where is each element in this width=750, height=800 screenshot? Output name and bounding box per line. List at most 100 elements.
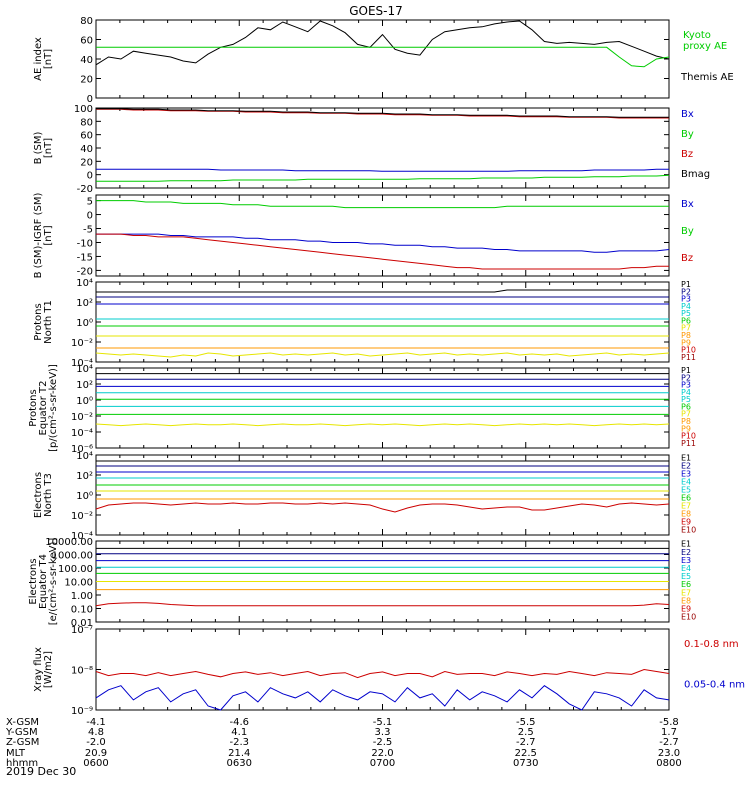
series-line-kyoto-proxy-ae (96, 46, 670, 68)
y-axis-label: AE index (33, 37, 44, 81)
y-tick-label: -20 (77, 266, 93, 277)
series-line-by (96, 200, 669, 209)
y-axis-label: Electrons (33, 472, 44, 518)
legend-entry: Kyoto (683, 30, 711, 41)
series-line-themis-ae (95, 20, 670, 66)
y-tick-label: 40 (80, 144, 93, 155)
ephemeris-value: 20.9 (85, 748, 107, 759)
y-tick-label: 10⁴ (76, 364, 93, 375)
y-tick-label: 10⁻² (71, 412, 93, 423)
series-line-e9 (95, 502, 670, 513)
y-tick-label: 10⁰ (76, 396, 93, 407)
ephemeris-value: -5.8 (659, 717, 679, 728)
ephemeris-value: -2.7 (516, 737, 536, 748)
panel-elec_e: 0.01 0.10 1.00 10.00 100.00 1000.00 10000.00 El… (28, 537, 696, 629)
date-label: 2019 Dec 30 (6, 765, 76, 778)
y-tick-label: 10⁻⁴ (71, 358, 93, 369)
legend-entry: P5 (681, 309, 691, 318)
y-axis-label: Protons (33, 303, 44, 340)
legend-entry: P8 (681, 331, 691, 340)
ephemeris-value: 0700 (370, 758, 395, 769)
legend-entry: P1 (681, 366, 691, 375)
y-tick-label: 10² (76, 471, 93, 482)
legend-entry: P9 (681, 424, 691, 433)
legend-entry: P7 (681, 410, 691, 419)
y-tick-label: 10000.00 (45, 537, 93, 548)
legend-entry: P4 (681, 302, 691, 311)
legend-entry: By (681, 226, 694, 237)
legend-entry: E1 (681, 454, 691, 463)
legend-entry: 0.05-0.4 nm (684, 680, 745, 691)
legend-entry: E7 (681, 588, 691, 597)
legend-entry: Themis AE (680, 72, 734, 83)
legend-entry: P7 (681, 324, 691, 333)
legend-entry: P11 (681, 439, 696, 448)
ephemeris-value: -5.5 (516, 717, 536, 728)
y-axis-label: [nT] (43, 49, 54, 69)
ephemeris-row-label: Z-GSM (6, 737, 39, 748)
ephemeris-value: 0800 (656, 758, 681, 769)
y-tick-label: 10⁻⁴ (71, 531, 93, 542)
y-tick-label: 60 (80, 36, 93, 47)
legend-entry: E4 (681, 478, 691, 487)
y-axis-label: [W/m2] (43, 651, 54, 688)
ephemeris-value: -2.7 (659, 737, 679, 748)
legend-entry: E9 (681, 604, 691, 613)
ephemeris-row-label: Y-GSM (5, 727, 38, 738)
panel-bigrf: -20 -15 -10 -5 0 5 B (SM)-IGRF (SM) [nT] Bx By Bz (33, 193, 694, 279)
y-axis-label: Equator T4 (38, 554, 49, 609)
legend-entry: E6 (681, 494, 691, 503)
ephemeris-value: 0630 (227, 758, 252, 769)
y-tick-label: 20 (80, 157, 93, 168)
legend-entry: E5 (681, 486, 691, 495)
ephemeris-value: 0600 (83, 758, 108, 769)
ephemeris-value: 4.8 (88, 727, 104, 738)
legend-entry: Bx (681, 109, 694, 120)
legend-entry: Bz (681, 149, 693, 160)
y-tick-label: 10⁻⁸ (71, 666, 93, 677)
y-tick-label: -20 (77, 184, 93, 195)
legend-entry: Bx (681, 199, 694, 210)
ephemeris-value: 0730 (513, 758, 538, 769)
series-line-0-05-0-4-nm (95, 685, 670, 711)
y-tick-label: 0 (87, 171, 93, 182)
y-tick-label: 0 (87, 94, 93, 105)
legend-entry: P3 (681, 295, 691, 304)
y-tick-label: 10² (76, 298, 93, 309)
y-axis-label: [nT] (43, 138, 54, 158)
panel-bsm: -20 0 20 40 60 80 100 B (SM) [nT] Bx By Bz Bmag (33, 104, 710, 195)
series-line-p1 (96, 289, 669, 293)
y-tick-label: 60 (80, 131, 93, 142)
panel-frame (95, 454, 670, 536)
y-tick-label: 100 (74, 104, 93, 115)
panel-frame (95, 19, 670, 99)
y-axis-label: North T3 (43, 473, 54, 517)
y-tick-label: 0 (87, 211, 93, 222)
y-tick-label: 10⁻⁴ (71, 428, 93, 439)
legend-entry: E2 (681, 548, 691, 557)
series-line-bmag (96, 108, 669, 118)
ephemeris-value: 22.5 (515, 748, 537, 759)
legend-entry: P3 (681, 381, 691, 390)
legend-entry: P5 (681, 395, 691, 404)
legend-entry: Bmag (681, 169, 710, 180)
panel-frame (95, 281, 670, 363)
legend-entry: E10 (681, 613, 696, 622)
legend-entry: E8 (681, 596, 691, 605)
ephemeris-row-label: X-GSM (6, 717, 39, 728)
y-axis-label: Xray flux (33, 647, 44, 692)
legend-entry: Bz (681, 253, 693, 264)
panel-frame (95, 628, 670, 711)
legend-entry: P6 (681, 316, 691, 325)
panel-prot_n: 10⁻⁴ 10⁻² 10⁰ 10² 10⁴ Protons North T1 P1P2P3P4… (33, 278, 696, 369)
legend-entry: E7 (681, 502, 691, 511)
y-tick-label: 10² (76, 380, 93, 391)
panel-prot_e: 10⁻⁶ 10⁻⁴ 10⁻² 10⁰ 10² 10⁴ Protons Equator T2 [p… (28, 364, 696, 455)
y-tick-label: 0.10 (71, 605, 93, 616)
ephemeris-value: -2.0 (86, 737, 106, 748)
y-tick-label: 1000.00 (52, 551, 93, 562)
y-tick-label: 10.00 (64, 578, 93, 589)
y-axis-label: B (SM)-IGRF (SM) (33, 193, 44, 279)
ephemeris-value: -2.3 (229, 737, 249, 748)
